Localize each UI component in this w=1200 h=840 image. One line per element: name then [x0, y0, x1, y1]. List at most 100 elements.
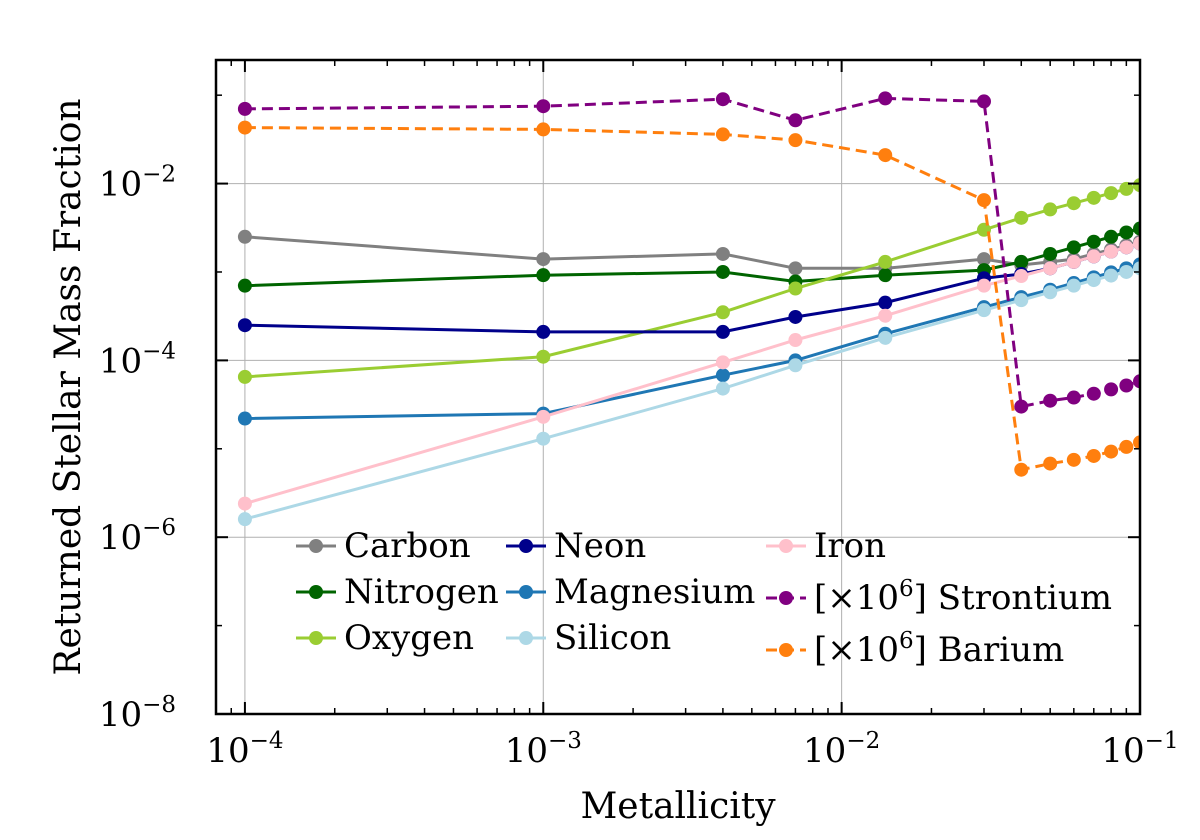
data-series: [237, 91, 1140, 527]
data-point: [715, 368, 730, 383]
data-point: [1104, 229, 1119, 244]
data-point: [237, 496, 252, 511]
data-point: [715, 127, 730, 142]
legend-marker: [779, 591, 793, 605]
data-point: [1043, 393, 1058, 408]
data-point: [1014, 210, 1029, 225]
data-point: [1104, 244, 1119, 259]
data-point: [1014, 254, 1029, 269]
data-point: [1119, 264, 1134, 279]
data-point: [1014, 399, 1029, 414]
axis-ticks: 10−4 10−3 10−2 10−1 10−8 10−6 10−4 10−2: [99, 60, 1179, 771]
data-point: [1104, 382, 1119, 397]
data-point: [237, 512, 252, 527]
data-point: [1066, 390, 1081, 405]
legend-label: [×106] Barium: [814, 628, 1064, 670]
data-point: [715, 305, 730, 320]
data-point: [1066, 196, 1081, 211]
data-point: [536, 99, 551, 114]
legend-label: Iron: [814, 526, 886, 566]
data-point: [1119, 225, 1134, 240]
data-point: [788, 113, 803, 128]
series-10-6-barium: [237, 120, 1140, 477]
series-silicon: [237, 261, 1140, 527]
data-point: [536, 252, 551, 267]
data-point: [536, 268, 551, 283]
data-point: [237, 278, 252, 293]
data-point: [1066, 254, 1081, 269]
data-point: [788, 333, 803, 348]
data-point: [878, 295, 893, 310]
y-tick-label: 10−8: [99, 692, 176, 735]
legend-marker: [519, 539, 533, 553]
legend-label: Carbon: [344, 526, 471, 566]
x-tick-label: 10−1: [1101, 728, 1178, 771]
legend-label: Oxygen: [344, 618, 474, 658]
legend-item-10-6-barium: [×106] Barium: [766, 628, 1064, 670]
data-point: [536, 122, 551, 137]
data-point: [1133, 236, 1140, 251]
data-point: [1014, 269, 1029, 284]
data-point: [1043, 456, 1058, 471]
data-point: [1133, 178, 1140, 193]
legend-label: Nitrogen: [344, 572, 499, 612]
legend-item-oxygen: Oxygen: [296, 618, 474, 658]
legend-label: Magnesium: [554, 572, 755, 612]
data-point: [1014, 293, 1029, 308]
data-point: [878, 268, 893, 283]
data-point: [536, 324, 551, 339]
series-nitrogen: [237, 221, 1140, 293]
series-line: [244, 235, 1140, 270]
data-point: [788, 309, 803, 324]
series-line: [244, 266, 1140, 521]
data-point: [976, 252, 991, 267]
legend-label: Silicon: [554, 618, 671, 658]
data-point: [536, 349, 551, 364]
data-point: [878, 254, 893, 269]
series-neon: [237, 236, 1140, 339]
data-point: [715, 246, 730, 261]
data-point: [237, 318, 252, 333]
data-point: [1133, 374, 1140, 389]
legend-marker: [309, 539, 323, 553]
data-point: [1119, 240, 1134, 255]
data-point: [1086, 249, 1101, 264]
x-tick-label: 10−2: [803, 728, 880, 771]
data-point: [237, 101, 252, 116]
data-point: [715, 381, 730, 396]
data-point: [536, 409, 551, 424]
legend-item-magnesium: Magnesium: [506, 572, 755, 612]
legend-item-10-6-strontium: [×106] Strontium: [766, 576, 1112, 618]
data-point: [1014, 462, 1029, 477]
y-tick-label: 10−2: [99, 162, 176, 205]
x-tick-label: 10−4: [206, 728, 283, 771]
data-point: [1066, 278, 1081, 293]
legend-marker: [519, 631, 533, 645]
data-point: [878, 330, 893, 345]
data-point: [976, 303, 991, 318]
data-point: [1133, 435, 1140, 450]
data-point: [536, 431, 551, 446]
data-point: [715, 324, 730, 339]
data-point: [1119, 439, 1134, 454]
data-point: [976, 94, 991, 109]
data-point: [878, 91, 893, 106]
data-point: [715, 355, 730, 370]
legend-item-neon: Neon: [506, 526, 646, 566]
data-point: [237, 369, 252, 384]
series-10-6-strontium: [237, 91, 1140, 414]
data-point: [1119, 378, 1134, 393]
data-point: [1104, 268, 1119, 283]
data-point: [237, 229, 252, 244]
series-iron: [237, 236, 1140, 511]
legend: Carbon Nitrogen Oxygen Neon Magnesium Silicon…: [296, 526, 1112, 670]
data-point: [1043, 261, 1058, 276]
x-tick-label: 10−3: [505, 728, 582, 771]
legend-marker: [519, 585, 533, 599]
y-tick-label: 10−4: [99, 338, 176, 381]
legend-item-nitrogen: Nitrogen: [296, 572, 499, 612]
legend-marker: [309, 631, 323, 645]
series-line: [244, 126, 1140, 472]
legend-item-carbon: Carbon: [296, 526, 471, 566]
data-point: [788, 261, 803, 276]
